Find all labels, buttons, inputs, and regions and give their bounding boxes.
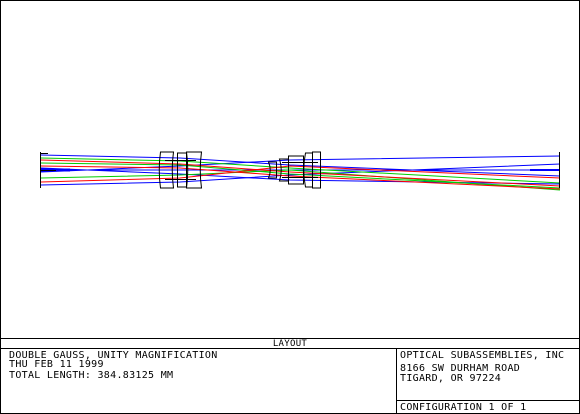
- company-city: TIGARD, OR 97224: [400, 373, 502, 384]
- configuration-label: CONFIGURATION 1 OF 1: [400, 402, 527, 413]
- design-date: THU FEB 11 1999: [9, 359, 104, 370]
- front-lens-group: [158, 151, 203, 189]
- layout-label: LAYOUT: [272, 339, 308, 349]
- design-title: DOUBLE GAUSS, UNITY MAGNIFICATION: [9, 350, 218, 361]
- lens-element-8: [312, 151, 321, 189]
- lens-element-4: [267, 161, 277, 179]
- company-street: 8166 SW DURHAM ROAD: [400, 363, 521, 374]
- company-name: OPTICAL SUBASSEMBLIES, INC: [400, 350, 565, 361]
- ray-trace-line: [40, 165, 561, 190]
- ray-trace-line: [40, 155, 561, 173]
- ray-trace-line: [40, 162, 561, 189]
- lens-element-1: [158, 151, 175, 189]
- lens-element-6: [288, 155, 304, 185]
- lens-element-3: [185, 151, 203, 189]
- ray-trace-line: [40, 157, 561, 184]
- rear-lens-group: [267, 151, 321, 189]
- lens-element-5: [278, 158, 289, 182]
- ray-fan-group: [40, 154, 561, 191]
- total-length: TOTAL LENGTH: 384.83125 MM: [9, 370, 174, 381]
- ray-trace-line: [40, 159, 561, 187]
- lens-element-7: [303, 152, 313, 188]
